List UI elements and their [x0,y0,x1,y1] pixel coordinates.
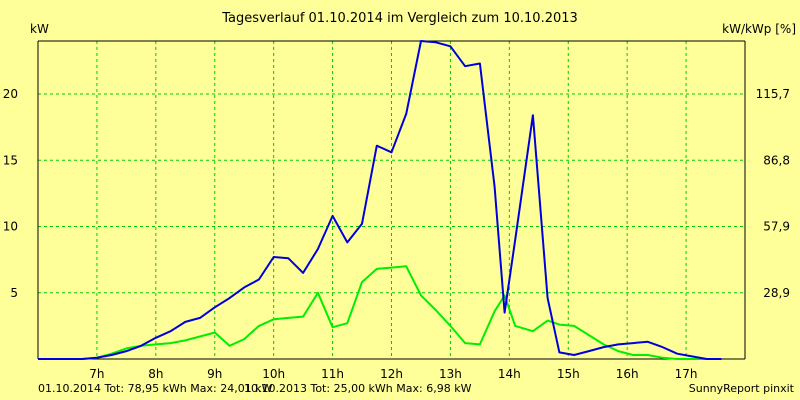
x-tick-label: 12h [380,367,403,381]
y-axis-left-label: kW [30,22,49,36]
chart-title: Tagesverlauf 01.10.2014 im Vergleich zum… [221,11,578,26]
series-line-01-10-2014 [38,40,722,360]
axes [37,40,746,360]
grid [38,41,745,359]
x-tick-label: 13h [439,367,462,381]
x-tick-label: 14h [498,367,521,381]
x-tick-label: 16h [616,367,639,381]
x-tick-label: 15h [557,367,580,381]
y-tick-label-left: 15 [3,153,18,167]
credit-text: SunnyReport pinxit [689,382,795,395]
x-tick-label: 10h [262,367,285,381]
series-lines [38,40,722,360]
y-tick-label-left: 20 [3,87,18,101]
y-axis-right-label: kW/kWp [%] [722,22,796,36]
series-line-10-10-2013 [38,265,722,360]
y-tick-label-right: 86,8 [763,153,790,167]
y-tick-label-right: 28,9 [763,286,790,300]
y-tick-label-left: 10 [3,220,18,234]
x-tick-label: 8h [148,367,163,381]
legend-entry-2014: 01.10.2014 Tot: 78,95 kWh Max: 24,01 kW [38,382,273,395]
y-tick-label-right: 115,7 [756,87,790,101]
tick-labels: 7h 8h 9h 10h 11h 12h 13h 14h 15h 16h 17h 5 28,9 10 57,… [3,87,790,381]
x-tick-label: 17h [675,367,698,381]
legend-entry-2013: 10.10.2013 Tot: 25,00 kWh Max: 6,98 kW [244,382,472,395]
x-tick-label: 11h [321,367,344,381]
y-tick-label-left: 5 [10,286,18,300]
x-tick-label: 7h [89,367,104,381]
x-tick-label: 9h [207,367,222,381]
y-tick-label-right: 57,9 [763,220,790,234]
